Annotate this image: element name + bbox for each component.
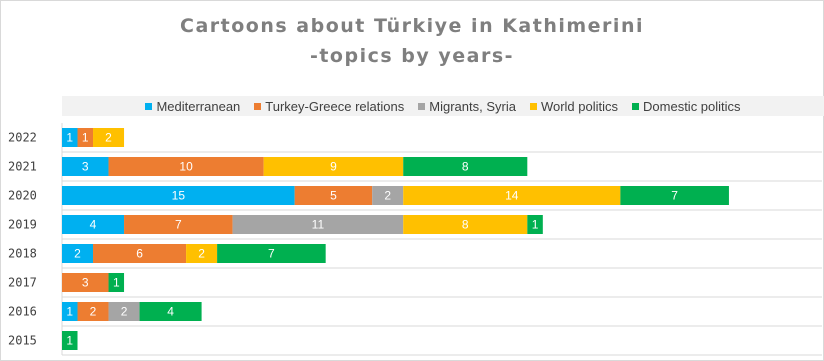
legend-label: Domestic politics — [643, 98, 741, 114]
data-label: 1 — [82, 131, 89, 145]
legend-item-mediterranean: Mediterranean — [145, 99, 240, 114]
bar-segment — [139, 302, 202, 321]
data-label: 2 — [384, 189, 391, 203]
bar-segment — [62, 331, 78, 350]
data-label: 3 — [82, 160, 89, 174]
bar-segment — [62, 215, 125, 234]
legend-item-world-politics: World politics — [529, 98, 619, 114]
bar-segment — [403, 215, 528, 234]
chart-legend: Mediterranean Turkey-Greece relations Mi… — [62, 96, 824, 116]
data-label: 2 — [105, 131, 112, 145]
bar-segment — [77, 302, 109, 321]
data-label: 7 — [175, 218, 182, 232]
bar-segment — [108, 302, 140, 321]
bar-segment — [93, 244, 187, 263]
y-tick-label: 2015 — [8, 334, 37, 348]
bar-segment — [527, 215, 543, 234]
legend-swatch — [632, 102, 640, 110]
data-label: 7 — [671, 189, 678, 203]
bar-segment — [263, 157, 404, 176]
data-label: 1 — [66, 305, 73, 319]
bar-segment — [62, 186, 295, 205]
data-label: 1 — [66, 131, 73, 145]
bar-segment — [186, 244, 218, 263]
data-label: 8 — [462, 160, 469, 174]
bar-segment — [620, 186, 729, 205]
data-label: 2 — [198, 247, 205, 261]
bar-segment — [77, 128, 94, 147]
bar-segment — [217, 244, 326, 263]
data-label: 15 — [172, 189, 186, 203]
data-label: 11 — [312, 218, 325, 232]
bar-segment — [62, 157, 109, 176]
legend-item-domestic-politics: Domestic politics — [632, 99, 741, 114]
bar-segment — [372, 186, 404, 205]
legend-label: World politics — [540, 98, 619, 114]
bar-segment — [232, 215, 404, 234]
legend-label: Migrants, Syria — [429, 98, 516, 114]
bar-segment — [108, 157, 264, 176]
y-tick-label: 2019 — [8, 218, 37, 232]
data-label: 1 — [66, 334, 73, 348]
y-tick-label: 2016 — [8, 305, 37, 319]
data-label: 3 — [82, 276, 89, 290]
legend-item-turkey-greece-relations: Turkey-Greece relations — [254, 99, 404, 114]
data-label: 6 — [136, 247, 143, 261]
legend-swatch — [254, 102, 262, 110]
y-tick-label: 2018 — [8, 247, 37, 261]
legend-item-migrants-syria: Migrants, Syria — [418, 99, 516, 114]
bar-segment — [62, 273, 109, 292]
bar-segment — [93, 128, 125, 147]
y-tick-label: 2021 — [8, 160, 37, 174]
bar-segment — [294, 186, 373, 205]
data-label: 5 — [330, 189, 337, 203]
data-label: 7 — [268, 247, 275, 261]
chart-title: Cartoons about Türkiye in Kathimerini — [180, 15, 644, 37]
bar-segment — [108, 273, 125, 292]
data-label: 4 — [90, 218, 97, 232]
bar-segment — [403, 186, 621, 205]
data-label: 8 — [462, 218, 469, 232]
data-label: 4 — [167, 305, 174, 319]
data-label: 2 — [74, 247, 81, 261]
data-label: 14 — [505, 189, 519, 203]
data-label: 2 — [90, 305, 97, 319]
data-label: 2 — [121, 305, 128, 319]
legend-swatch — [145, 102, 153, 110]
data-label: 1 — [532, 218, 539, 232]
y-tick-label: 2020 — [8, 189, 37, 203]
y-tick-label: 2022 — [8, 131, 37, 145]
data-label: 9 — [330, 160, 337, 174]
legend-swatch — [529, 102, 537, 110]
y-tick-label: 2017 — [8, 276, 37, 290]
bar-segment — [62, 128, 78, 147]
bar-segment — [403, 157, 528, 176]
chart-subtitle: -topics by years- — [309, 45, 515, 67]
legend-label: Mediterranean — [156, 98, 241, 114]
data-label: 10 — [179, 160, 193, 174]
bar-segment — [124, 215, 233, 234]
legend-label: Turkey-Greece relations — [265, 98, 405, 114]
legend-swatch — [418, 102, 426, 110]
bar-segment — [62, 244, 94, 263]
data-label: 1 — [113, 276, 120, 290]
bar-segment — [62, 302, 78, 321]
